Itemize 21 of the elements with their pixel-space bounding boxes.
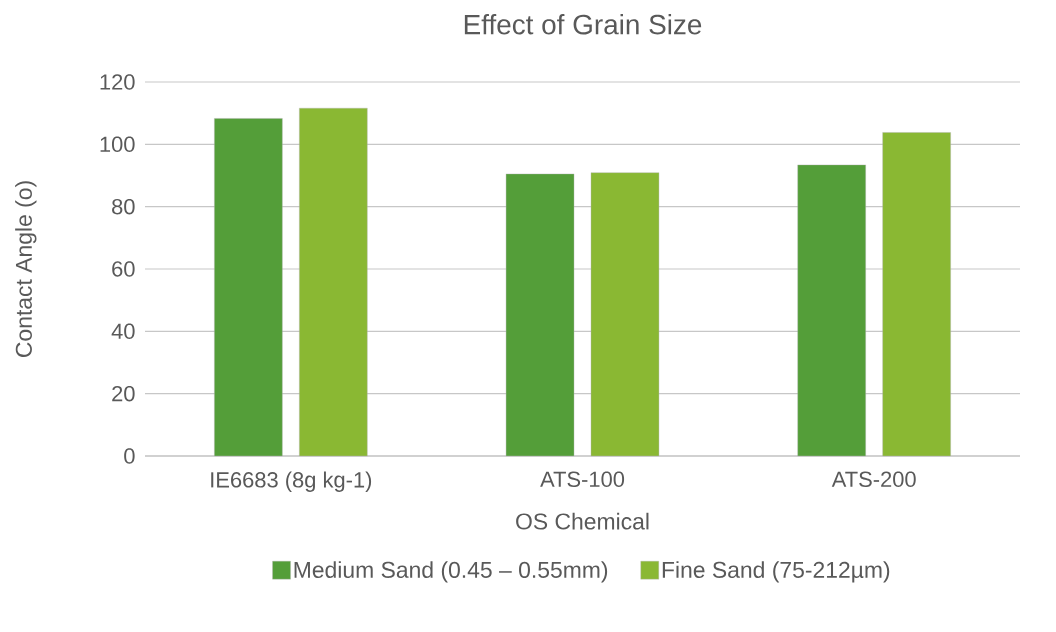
legend-label: Medium Sand (0.45 – 0.55mm) bbox=[294, 561, 608, 583]
x-tick-label: ATS-100 bbox=[540, 471, 625, 488]
bar bbox=[590, 172, 660, 457]
y-tick-label: 80 bbox=[112, 198, 135, 215]
bar bbox=[882, 132, 951, 457]
bar bbox=[797, 164, 866, 457]
y-tick-label: 40 bbox=[111, 323, 135, 340]
x-axis-title: OS Chemical bbox=[516, 512, 649, 530]
x-tick-label: IE6683 (8g kg-1) bbox=[211, 471, 372, 492]
x-tick-label: ATS-200 bbox=[831, 471, 916, 488]
y-tick-label: 100 bbox=[100, 136, 135, 153]
bar bbox=[214, 118, 283, 457]
y-tick-label: 0 bbox=[124, 448, 135, 464]
chart-title: Effect of Grain Size bbox=[464, 14, 702, 35]
legend-label: Fine Sand (75-212µm) bbox=[662, 561, 890, 583]
y-tick-label: 120 bbox=[100, 74, 135, 90]
y-axis-title: Contact Angle (o) bbox=[15, 181, 37, 357]
bar bbox=[299, 107, 368, 457]
y-tick-label: 20 bbox=[112, 385, 135, 402]
y-tick-label: 60 bbox=[112, 261, 135, 277]
bar bbox=[505, 173, 575, 457]
